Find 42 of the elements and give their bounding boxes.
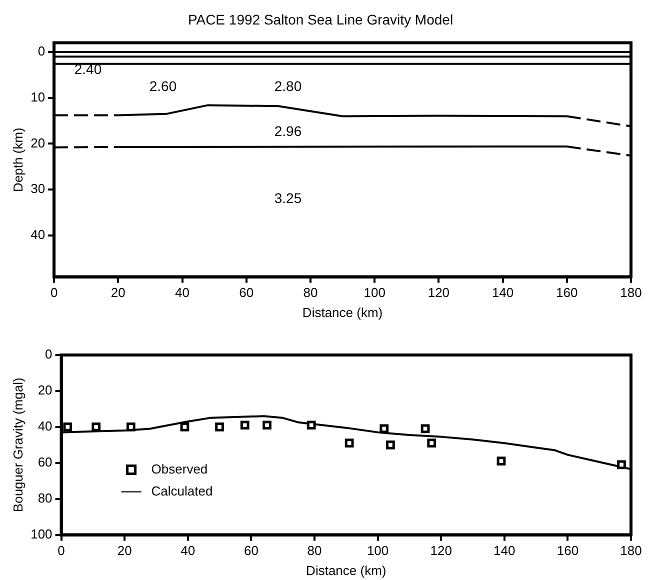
x-tick-label: 140 <box>494 543 516 558</box>
x-tick-label: 100 <box>364 285 386 300</box>
x-tick-label: 80 <box>303 285 318 300</box>
legend-label: Observed <box>151 461 208 476</box>
x-tick-label: 160 <box>556 543 579 558</box>
y-tick-label: 60 <box>38 454 52 470</box>
x-tick-label: 20 <box>117 543 132 558</box>
x-tick-label: 80 <box>307 543 322 558</box>
annotation: 3.25 <box>274 190 302 206</box>
y-axis-title: Bouguer Gravity (mgal) <box>10 378 26 512</box>
legend-label: Calculated <box>151 483 213 498</box>
y-tick-label: 20 <box>30 135 46 150</box>
x-tick-label: 140 <box>492 285 514 300</box>
x-tick-label: 40 <box>180 543 196 558</box>
x-axis-title: Distance (km) <box>306 562 386 578</box>
x-tick-label: 120 <box>430 543 452 558</box>
x-tick-label: 180 <box>620 285 642 300</box>
y-tick-label: 80 <box>38 490 52 506</box>
y-tick-label: 40 <box>30 227 46 242</box>
annotation: 2.96 <box>274 122 302 139</box>
x-axis-title: Distance (km) <box>302 304 383 320</box>
y-tick-label: 20 <box>38 382 52 398</box>
y-tick-label: 100 <box>30 526 52 542</box>
y-tick-label: 0 <box>38 44 46 59</box>
x-tick-label: 40 <box>175 285 190 300</box>
y-tick-label: 40 <box>38 418 52 434</box>
x-tick-label: 60 <box>244 543 258 558</box>
x-tick-label: 100 <box>366 543 389 558</box>
x-tick-label: 180 <box>620 543 642 558</box>
annotation: 2.60 <box>149 78 177 94</box>
x-tick-label: 60 <box>239 285 254 300</box>
x-tick-label: 20 <box>110 285 126 300</box>
y-tick-label: 0 <box>45 346 52 362</box>
chart-title: PACE 1992 Salton Sea Line Gravity Model <box>188 11 454 28</box>
y-axis-title: Depth (km) <box>10 128 26 192</box>
y-tick-label: 10 <box>30 89 46 104</box>
x-tick-label: 0 <box>58 543 65 558</box>
annotation: 2.40 <box>74 60 102 77</box>
x-tick-label: 160 <box>556 285 578 300</box>
y-tick-label: 30 <box>30 181 46 196</box>
x-tick-label: 120 <box>428 285 450 300</box>
annotation: 2.80 <box>274 78 302 94</box>
